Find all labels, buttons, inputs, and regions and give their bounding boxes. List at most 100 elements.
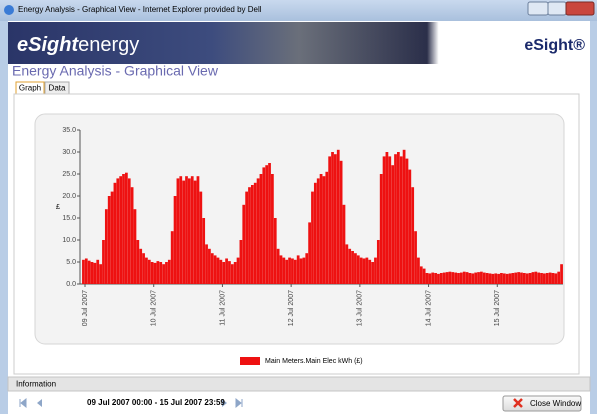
bar: [388, 156, 391, 284]
bar: [228, 261, 231, 284]
bar: [159, 262, 162, 284]
bar: [549, 273, 552, 284]
bar: [314, 183, 317, 284]
bar: [242, 205, 245, 284]
close-window-button[interactable]: [566, 2, 594, 15]
bar: [265, 165, 268, 284]
bar: [414, 231, 417, 284]
bar: [251, 185, 254, 284]
bar: [457, 273, 460, 284]
bar: [340, 161, 343, 284]
bar: [391, 165, 394, 284]
bar: [480, 272, 483, 284]
maximize-button[interactable]: [548, 2, 566, 15]
bar: [294, 260, 297, 284]
bar: [423, 269, 426, 284]
bar: [334, 154, 337, 284]
bar: [237, 258, 240, 284]
bar: [343, 205, 346, 284]
bar: [116, 178, 119, 284]
bar: [274, 218, 277, 284]
bar: [529, 273, 532, 284]
ie-icon: [4, 5, 14, 15]
bar: [491, 274, 494, 284]
bar: [366, 258, 369, 284]
bar: [139, 249, 142, 284]
bar: [434, 273, 437, 284]
close-label[interactable]: Close Window: [530, 399, 581, 408]
bar: [440, 273, 443, 284]
bar: [466, 272, 469, 284]
bar: [288, 258, 291, 284]
bar: [497, 274, 500, 284]
bar: [188, 178, 191, 284]
bar: [397, 152, 400, 284]
bar: [219, 260, 222, 284]
bar: [171, 231, 174, 284]
bar: [162, 264, 165, 284]
bar: [514, 273, 517, 284]
bar: [474, 273, 477, 284]
bar: [214, 255, 217, 284]
logo-main: eSight: [17, 34, 79, 56]
bar: [471, 273, 474, 284]
bar: [454, 273, 457, 284]
page-title: Energy Analysis - Graphical View: [12, 63, 219, 79]
bar: [194, 181, 197, 284]
bar: [426, 273, 429, 284]
y-tick-label: 25.0: [62, 171, 76, 178]
bar: [225, 258, 228, 284]
bar: [540, 273, 543, 284]
bar: [311, 192, 314, 284]
x-tick-label: 12 Jul 2007: [288, 290, 295, 326]
bar: [417, 258, 420, 284]
bar: [222, 262, 225, 284]
bar: [211, 253, 214, 284]
y-tick-label: 0.0: [66, 281, 76, 288]
window-title: Energy Analysis - Graphical View - Inter…: [18, 5, 262, 14]
bar: [199, 192, 202, 284]
bar: [260, 174, 263, 284]
bar: [240, 240, 243, 284]
x-tick-label: 14 Jul 2007: [425, 290, 432, 326]
bar: [174, 196, 177, 284]
bar: [380, 174, 383, 284]
bar: [477, 272, 480, 284]
bar: [208, 249, 211, 284]
bar: [532, 272, 535, 284]
bar: [503, 273, 506, 284]
bar: [114, 183, 117, 284]
date-range: 09 Jul 2007 00:00 - 15 Jul 2007 23:59: [87, 398, 225, 407]
tab-label[interactable]: Graph: [19, 84, 41, 93]
bar: [371, 262, 374, 284]
bar: [560, 264, 563, 284]
bar: [254, 183, 257, 284]
bar: [119, 176, 122, 284]
bar: [408, 170, 411, 284]
bar: [320, 174, 323, 284]
y-tick-label: 5.0: [66, 259, 76, 266]
tab-label[interactable]: Data: [49, 84, 66, 93]
minimize-button[interactable]: [528, 2, 548, 15]
bar: [400, 156, 403, 284]
bar: [543, 273, 546, 284]
bar: [363, 258, 366, 284]
bar: [145, 258, 148, 284]
legend-label: Main Meters.Main Elec kWh (£): [265, 358, 363, 365]
bar: [345, 244, 348, 284]
bar: [291, 258, 294, 284]
bar: [191, 176, 194, 284]
bar: [248, 187, 251, 284]
y-tick-label: 20.0: [62, 193, 76, 200]
bar: [537, 273, 540, 284]
y-tick-label: 15.0: [62, 215, 76, 222]
y-tick-label: 30.0: [62, 149, 76, 156]
bar: [268, 163, 271, 284]
bar: [231, 264, 234, 284]
bar: [526, 273, 529, 284]
bar: [108, 196, 111, 284]
bar: [88, 261, 91, 284]
bar: [348, 249, 351, 284]
info-bar: [8, 377, 590, 391]
bar: [383, 156, 386, 284]
